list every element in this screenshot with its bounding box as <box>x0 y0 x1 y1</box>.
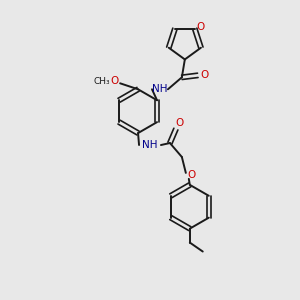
Text: NH: NH <box>152 84 168 94</box>
Text: O: O <box>188 170 196 180</box>
Text: CH₃: CH₃ <box>94 77 110 86</box>
Text: O: O <box>110 76 118 86</box>
Text: O: O <box>196 22 205 32</box>
Text: O: O <box>176 118 184 128</box>
Text: O: O <box>201 70 209 80</box>
Text: NH: NH <box>142 140 158 150</box>
